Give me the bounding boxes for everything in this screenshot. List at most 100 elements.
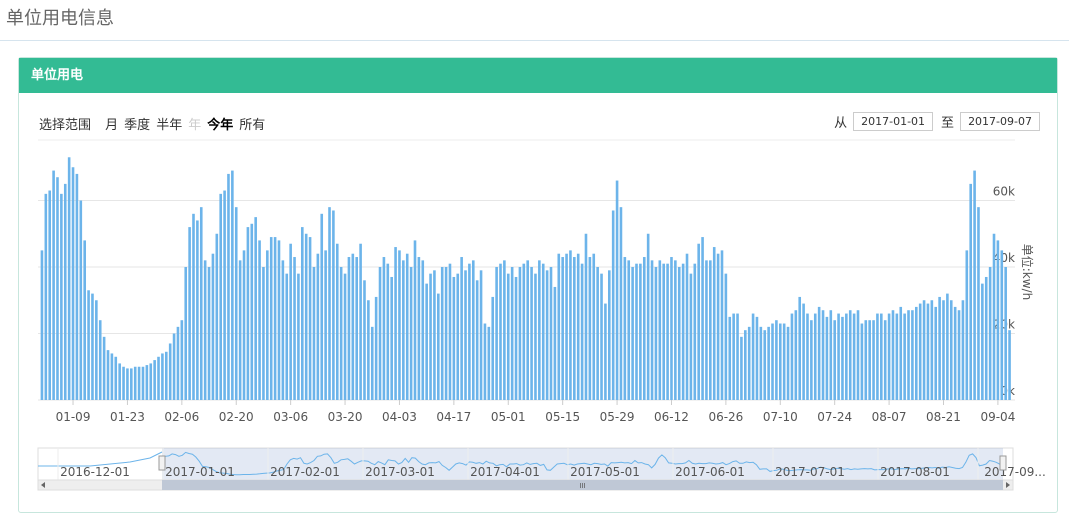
bar	[845, 313, 848, 400]
bar	[110, 353, 114, 400]
range-button[interactable]: 半年	[156, 118, 183, 133]
navigator-label: 2017-07-01	[775, 465, 845, 479]
bar	[60, 193, 63, 400]
bar	[44, 193, 48, 400]
x-tick-label: 03-20	[328, 410, 363, 424]
bar	[852, 313, 856, 400]
bar	[541, 263, 545, 400]
range-button[interactable]: 年	[188, 118, 202, 133]
bar	[942, 300, 945, 400]
x-tick-label: 06-26	[708, 410, 743, 424]
bar	[712, 247, 716, 400]
bar	[670, 257, 673, 400]
bar	[351, 253, 355, 400]
x-tick-label: 07-24	[817, 410, 852, 424]
bar	[421, 260, 425, 400]
bar	[786, 326, 790, 400]
bar	[289, 243, 292, 400]
bar	[75, 173, 79, 400]
bar	[607, 270, 611, 400]
to-input[interactable]: 2017-09-07	[960, 112, 1040, 131]
bar	[258, 240, 261, 400]
bar	[907, 310, 910, 400]
bar	[444, 267, 448, 400]
bar	[946, 293, 949, 400]
navigator-handle[interactable]	[158, 455, 166, 471]
bar	[561, 257, 564, 400]
bar	[452, 276, 456, 400]
bar	[604, 303, 607, 400]
bar	[277, 240, 281, 400]
navigator-handle[interactable]	[999, 455, 1007, 471]
range-button[interactable]: 季度	[124, 118, 151, 133]
bar	[868, 320, 871, 400]
bar	[996, 240, 1000, 400]
page-title: 单位用电信息	[6, 8, 114, 29]
bar	[689, 273, 693, 400]
bar	[343, 273, 347, 400]
bar	[184, 267, 188, 400]
x-tick-label: 08-07	[872, 410, 907, 424]
bar	[137, 366, 141, 400]
bar	[872, 320, 875, 400]
bar	[215, 233, 219, 400]
y-axis-title: 单位:kw/h	[1020, 244, 1035, 300]
x-tick-label: 04-03	[382, 410, 417, 424]
bar	[126, 368, 129, 400]
bar	[176, 326, 180, 400]
range-button[interactable]: 所有	[239, 118, 266, 133]
date-range: 从 2017-01-01 至 2017-09-07	[834, 112, 1040, 131]
bar	[903, 313, 906, 400]
scroll-right[interactable]	[1006, 482, 1010, 488]
from-input[interactable]: 2017-01-01	[853, 112, 934, 131]
bar	[914, 306, 918, 400]
x-tick-label: 06-12	[654, 410, 689, 424]
bar	[95, 300, 98, 400]
bar	[359, 243, 362, 400]
x-tick-label: 04-17	[436, 410, 471, 424]
bar	[203, 260, 207, 400]
bar	[654, 267, 658, 400]
bar	[833, 320, 836, 400]
bar	[837, 313, 840, 400]
bar	[759, 326, 763, 400]
bar	[802, 303, 805, 400]
bar	[518, 267, 522, 400]
bar	[740, 336, 743, 400]
range-button[interactable]: 月	[105, 118, 119, 133]
bar	[953, 306, 957, 400]
bar	[701, 237, 704, 400]
bar	[332, 210, 335, 400]
bar	[918, 303, 922, 400]
bar	[250, 223, 254, 400]
bar	[355, 257, 359, 400]
bar	[934, 306, 938, 400]
y-tick-label: 60k	[993, 185, 1015, 199]
bar	[48, 190, 52, 400]
bar	[961, 300, 965, 400]
bar	[273, 237, 277, 400]
bar	[83, 240, 86, 400]
range-button[interactable]: 今年	[207, 118, 234, 133]
bar	[965, 250, 969, 400]
x-tick-label: 02-06	[164, 410, 199, 424]
bar	[674, 260, 677, 400]
bar	[957, 310, 961, 400]
bar	[464, 270, 467, 400]
bar	[732, 313, 735, 400]
bar	[238, 260, 242, 400]
bar	[378, 267, 382, 400]
bar	[856, 310, 860, 400]
bar	[219, 193, 222, 400]
scrollbar-thumb[interactable]	[162, 480, 1003, 490]
bar	[565, 253, 568, 400]
x-tick-label: 03-06	[273, 410, 308, 424]
bar	[382, 257, 386, 400]
bar	[677, 267, 681, 400]
bar	[153, 360, 156, 400]
bar	[767, 326, 770, 400]
bar	[1000, 250, 1004, 400]
bar	[949, 300, 953, 400]
scroll-left[interactable]	[41, 482, 45, 488]
bar	[106, 350, 110, 400]
